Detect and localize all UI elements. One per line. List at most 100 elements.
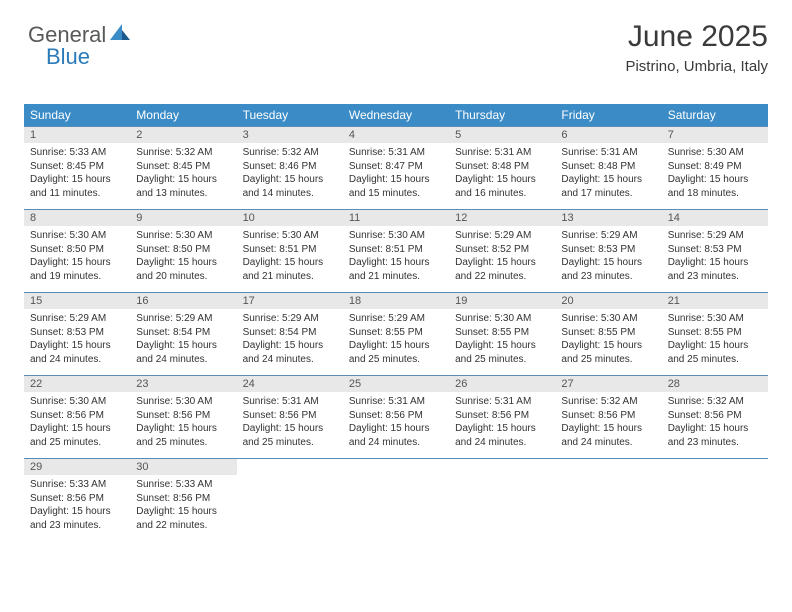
day-ss: Sunset: 8:53 PM <box>668 243 762 257</box>
day-sr: Sunrise: 5:30 AM <box>349 229 443 243</box>
day-body: Sunrise: 5:30 AMSunset: 8:55 PMDaylight:… <box>449 309 555 369</box>
day-d2: and 16 minutes. <box>455 187 549 201</box>
day-d2: and 25 minutes. <box>136 436 230 450</box>
day-body: Sunrise: 5:30 AMSunset: 8:55 PMDaylight:… <box>555 309 661 369</box>
day-ss: Sunset: 8:54 PM <box>136 326 230 340</box>
day-body: Sunrise: 5:32 AMSunset: 8:46 PMDaylight:… <box>237 143 343 203</box>
day-sr: Sunrise: 5:31 AM <box>349 395 443 409</box>
day-cell: 3Sunrise: 5:32 AMSunset: 8:46 PMDaylight… <box>237 127 343 209</box>
day-ss: Sunset: 8:51 PM <box>243 243 337 257</box>
week-row: 29Sunrise: 5:33 AMSunset: 8:56 PMDayligh… <box>24 458 768 541</box>
day-cell: 24Sunrise: 5:31 AMSunset: 8:56 PMDayligh… <box>237 376 343 458</box>
day-d1: Daylight: 15 hours <box>136 505 230 519</box>
day-number: 12 <box>449 210 555 226</box>
day-cell: 14Sunrise: 5:29 AMSunset: 8:53 PMDayligh… <box>662 210 768 292</box>
week-row: 1Sunrise: 5:33 AMSunset: 8:45 PMDaylight… <box>24 126 768 209</box>
day-sr: Sunrise: 5:30 AM <box>30 395 124 409</box>
day-number: 24 <box>237 376 343 392</box>
day-ss: Sunset: 8:53 PM <box>561 243 655 257</box>
day-d1: Daylight: 15 hours <box>349 339 443 353</box>
day-ss: Sunset: 8:55 PM <box>455 326 549 340</box>
day-d2: and 24 minutes. <box>561 436 655 450</box>
day-header-sunday: Sunday <box>24 104 130 126</box>
day-body: Sunrise: 5:29 AMSunset: 8:53 PMDaylight:… <box>662 226 768 286</box>
day-d1: Daylight: 15 hours <box>455 173 549 187</box>
day-ss: Sunset: 8:47 PM <box>349 160 443 174</box>
day-number: 13 <box>555 210 661 226</box>
day-header-saturday: Saturday <box>662 104 768 126</box>
day-d2: and 24 minutes. <box>136 353 230 367</box>
day-cell: 17Sunrise: 5:29 AMSunset: 8:54 PMDayligh… <box>237 293 343 375</box>
day-number: 23 <box>130 376 236 392</box>
day-number: 15 <box>24 293 130 309</box>
day-d2: and 14 minutes. <box>243 187 337 201</box>
day-ss: Sunset: 8:46 PM <box>243 160 337 174</box>
day-ss: Sunset: 8:56 PM <box>30 409 124 423</box>
day-cell <box>237 459 343 541</box>
day-d2: and 21 minutes. <box>349 270 443 284</box>
day-number: 17 <box>237 293 343 309</box>
day-cell: 11Sunrise: 5:30 AMSunset: 8:51 PMDayligh… <box>343 210 449 292</box>
day-d2: and 24 minutes. <box>349 436 443 450</box>
day-d2: and 19 minutes. <box>30 270 124 284</box>
day-ss: Sunset: 8:51 PM <box>349 243 443 257</box>
day-sr: Sunrise: 5:30 AM <box>561 312 655 326</box>
day-ss: Sunset: 8:49 PM <box>668 160 762 174</box>
day-number: 16 <box>130 293 236 309</box>
day-sr: Sunrise: 5:30 AM <box>668 312 762 326</box>
day-d1: Daylight: 15 hours <box>136 173 230 187</box>
day-cell <box>449 459 555 541</box>
day-d1: Daylight: 15 hours <box>455 339 549 353</box>
day-cell: 13Sunrise: 5:29 AMSunset: 8:53 PMDayligh… <box>555 210 661 292</box>
logo-text-blue-wrap: Blue <box>46 44 90 70</box>
day-sr: Sunrise: 5:31 AM <box>349 146 443 160</box>
location-text: Pistrino, Umbria, Italy <box>625 58 768 75</box>
day-d2: and 18 minutes. <box>668 187 762 201</box>
day-body: Sunrise: 5:29 AMSunset: 8:53 PMDaylight:… <box>24 309 130 369</box>
day-ss: Sunset: 8:45 PM <box>30 160 124 174</box>
day-d1: Daylight: 15 hours <box>30 173 124 187</box>
logo-text-blue: Blue <box>46 44 90 69</box>
day-cell: 30Sunrise: 5:33 AMSunset: 8:56 PMDayligh… <box>130 459 236 541</box>
day-cell: 18Sunrise: 5:29 AMSunset: 8:55 PMDayligh… <box>343 293 449 375</box>
day-ss: Sunset: 8:48 PM <box>561 160 655 174</box>
day-sr: Sunrise: 5:32 AM <box>136 146 230 160</box>
day-cell: 10Sunrise: 5:30 AMSunset: 8:51 PMDayligh… <box>237 210 343 292</box>
day-sr: Sunrise: 5:29 AM <box>455 229 549 243</box>
day-d1: Daylight: 15 hours <box>668 173 762 187</box>
day-header-thursday: Thursday <box>449 104 555 126</box>
day-ss: Sunset: 8:56 PM <box>136 492 230 506</box>
week-row: 8Sunrise: 5:30 AMSunset: 8:50 PMDaylight… <box>24 209 768 292</box>
day-header-wednesday: Wednesday <box>343 104 449 126</box>
day-cell: 25Sunrise: 5:31 AMSunset: 8:56 PMDayligh… <box>343 376 449 458</box>
day-ss: Sunset: 8:50 PM <box>136 243 230 257</box>
day-cell: 23Sunrise: 5:30 AMSunset: 8:56 PMDayligh… <box>130 376 236 458</box>
day-d1: Daylight: 15 hours <box>349 256 443 270</box>
day-body: Sunrise: 5:30 AMSunset: 8:55 PMDaylight:… <box>662 309 768 369</box>
day-sr: Sunrise: 5:30 AM <box>30 229 124 243</box>
day-cell: 21Sunrise: 5:30 AMSunset: 8:55 PMDayligh… <box>662 293 768 375</box>
day-d1: Daylight: 15 hours <box>668 339 762 353</box>
day-number: 4 <box>343 127 449 143</box>
day-sr: Sunrise: 5:32 AM <box>243 146 337 160</box>
day-header-monday: Monday <box>130 104 236 126</box>
day-number: 3 <box>237 127 343 143</box>
day-number: 26 <box>449 376 555 392</box>
day-cell: 9Sunrise: 5:30 AMSunset: 8:50 PMDaylight… <box>130 210 236 292</box>
day-body: Sunrise: 5:29 AMSunset: 8:55 PMDaylight:… <box>343 309 449 369</box>
day-ss: Sunset: 8:56 PM <box>243 409 337 423</box>
day-d2: and 24 minutes. <box>455 436 549 450</box>
day-d2: and 25 minutes. <box>561 353 655 367</box>
day-d2: and 11 minutes. <box>30 187 124 201</box>
day-d1: Daylight: 15 hours <box>349 422 443 436</box>
day-number: 14 <box>662 210 768 226</box>
day-sr: Sunrise: 5:29 AM <box>243 312 337 326</box>
day-d1: Daylight: 15 hours <box>30 422 124 436</box>
day-d1: Daylight: 15 hours <box>455 422 549 436</box>
day-number: 6 <box>555 127 661 143</box>
day-sr: Sunrise: 5:33 AM <box>136 478 230 492</box>
day-body: Sunrise: 5:29 AMSunset: 8:54 PMDaylight:… <box>237 309 343 369</box>
day-cell <box>555 459 661 541</box>
day-d2: and 23 minutes. <box>561 270 655 284</box>
day-ss: Sunset: 8:55 PM <box>668 326 762 340</box>
